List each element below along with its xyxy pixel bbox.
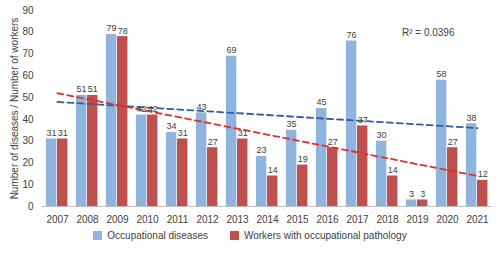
svg-text:Number of diseases / Number of: Number of diseases / Number of workers xyxy=(9,18,20,200)
svg-text:70: 70 xyxy=(22,48,34,59)
svg-text:27: 27 xyxy=(448,137,458,147)
svg-text:2007: 2007 xyxy=(46,214,69,225)
html-text:Occupational diseases: Occupational diseases xyxy=(107,230,208,241)
svg-text:3: 3 xyxy=(420,189,425,199)
svg-text:27: 27 xyxy=(208,137,218,147)
svg-text:78: 78 xyxy=(118,26,128,36)
svg-text:2016: 2016 xyxy=(316,214,339,225)
svg-text:2009: 2009 xyxy=(106,214,129,225)
svg-text:14: 14 xyxy=(268,165,278,175)
svg-text:2011: 2011 xyxy=(167,214,189,225)
svg-text:31: 31 xyxy=(238,128,248,138)
svg-text:76: 76 xyxy=(347,30,357,40)
svg-text:0: 0 xyxy=(28,201,34,212)
svg-text:58: 58 xyxy=(437,69,447,79)
svg-text:90: 90 xyxy=(22,5,34,16)
svg-text:2015: 2015 xyxy=(286,214,309,225)
svg-text:37: 37 xyxy=(358,115,368,125)
svg-text:80: 80 xyxy=(22,26,34,37)
svg-text:3: 3 xyxy=(409,189,414,199)
svg-text:51: 51 xyxy=(88,84,98,94)
svg-text:42: 42 xyxy=(148,104,158,114)
svg-text:23: 23 xyxy=(257,145,267,155)
svg-text:2017: 2017 xyxy=(346,214,369,225)
svg-text:27: 27 xyxy=(328,137,338,147)
svg-text:30: 30 xyxy=(377,130,387,140)
svg-text:2010: 2010 xyxy=(136,214,159,225)
svg-text:30: 30 xyxy=(22,135,34,146)
svg-text:2014: 2014 xyxy=(256,214,279,225)
svg-text:2008: 2008 xyxy=(76,214,99,225)
svg-text:38: 38 xyxy=(467,113,477,123)
svg-text:69: 69 xyxy=(227,45,237,55)
svg-text:2012: 2012 xyxy=(196,214,219,225)
svg-text:2020: 2020 xyxy=(436,214,459,225)
svg-text:43: 43 xyxy=(197,102,207,112)
svg-text:R² = 0.0396: R² = 0.0396 xyxy=(402,27,455,38)
svg-text:2021: 2021 xyxy=(466,214,489,225)
svg-text:42: 42 xyxy=(137,104,147,114)
svg-text:45: 45 xyxy=(317,97,327,107)
svg-text:40: 40 xyxy=(22,114,34,125)
svg-text:34: 34 xyxy=(167,121,177,131)
svg-text:2018: 2018 xyxy=(376,214,399,225)
svg-text:35: 35 xyxy=(287,119,297,129)
svg-text:2019: 2019 xyxy=(406,214,429,225)
svg-text:10: 10 xyxy=(22,179,34,190)
svg-text:19: 19 xyxy=(298,154,308,164)
html-text:Workers with occupational path: Workers with occupational pathology xyxy=(244,230,407,241)
svg-text:51: 51 xyxy=(77,84,87,94)
svg-text:12: 12 xyxy=(478,169,488,179)
svg-text:31: 31 xyxy=(47,128,57,138)
svg-text:31: 31 xyxy=(58,128,68,138)
svg-text:20: 20 xyxy=(22,157,34,168)
svg-text:14: 14 xyxy=(388,165,398,175)
svg-text:31: 31 xyxy=(178,128,188,138)
svg-text:2013: 2013 xyxy=(226,214,249,225)
svg-text:79: 79 xyxy=(107,23,117,33)
svg-text:60: 60 xyxy=(22,70,34,81)
svg-text:50: 50 xyxy=(22,92,34,103)
